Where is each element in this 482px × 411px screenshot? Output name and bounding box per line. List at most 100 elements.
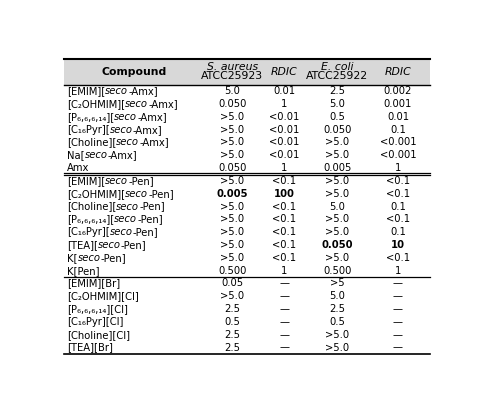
Text: 10: 10: [391, 240, 405, 250]
Text: -Pen]: -Pen]: [139, 201, 165, 212]
Text: 2.5: 2.5: [224, 342, 240, 353]
Text: <0.1: <0.1: [386, 176, 410, 186]
Text: —: —: [393, 291, 403, 301]
Text: >5.0: >5.0: [220, 291, 244, 301]
Text: >5.0: >5.0: [220, 137, 244, 148]
Text: —: —: [280, 342, 289, 353]
Text: >5.0: >5.0: [325, 342, 349, 353]
Text: 1: 1: [281, 99, 288, 109]
Text: >5.0: >5.0: [325, 150, 349, 160]
Text: 0.001: 0.001: [384, 99, 412, 109]
Text: 0.050: 0.050: [321, 240, 353, 250]
Text: -Pen]: -Pen]: [121, 240, 147, 250]
Text: -Amx]: -Amx]: [148, 99, 178, 109]
Text: >5.0: >5.0: [325, 227, 349, 237]
Text: <0.1: <0.1: [386, 189, 410, 199]
Text: K[: K[: [67, 253, 78, 263]
Text: 2.5: 2.5: [224, 304, 240, 314]
Text: [C₂OHMIM][Cl]: [C₂OHMIM][Cl]: [67, 291, 139, 301]
Text: 0.5: 0.5: [224, 317, 240, 327]
Text: >5.0: >5.0: [220, 150, 244, 160]
Text: —: —: [280, 330, 289, 340]
Text: -Amx]: -Amx]: [137, 112, 167, 122]
Text: >5.0: >5.0: [325, 253, 349, 263]
Text: <0.1: <0.1: [386, 253, 410, 263]
Text: [Choline][: [Choline][: [67, 137, 116, 148]
Text: -Amx]: -Amx]: [128, 86, 158, 96]
Text: 0.050: 0.050: [218, 99, 246, 109]
Text: RDIC: RDIC: [385, 67, 411, 77]
Text: 5.0: 5.0: [329, 291, 345, 301]
Text: 1: 1: [281, 266, 288, 276]
Text: —: —: [280, 291, 289, 301]
Text: >5.0: >5.0: [220, 215, 244, 224]
Text: seco: seco: [114, 112, 137, 122]
Text: 0.1: 0.1: [390, 201, 406, 212]
Text: 0.500: 0.500: [218, 266, 246, 276]
Text: -Pen]: -Pen]: [148, 189, 174, 199]
Text: 5.0: 5.0: [329, 201, 345, 212]
Text: -Amx]: -Amx]: [133, 125, 162, 135]
Text: [TEA][Br]: [TEA][Br]: [67, 342, 113, 353]
Text: <0.001: <0.001: [380, 150, 416, 160]
Text: —: —: [393, 330, 403, 340]
Text: seco: seco: [116, 137, 139, 148]
Text: <0.1: <0.1: [272, 240, 296, 250]
Text: [EMIM][: [EMIM][: [67, 176, 105, 186]
Text: >5.0: >5.0: [220, 253, 244, 263]
Text: >5.0: >5.0: [325, 176, 349, 186]
Text: <0.01: <0.01: [269, 150, 300, 160]
Text: >5.0: >5.0: [325, 189, 349, 199]
Text: 5.0: 5.0: [224, 86, 240, 96]
Text: 0.05: 0.05: [221, 278, 243, 289]
Text: [P₆,₆,₆,₁₄][: [P₆,₆,₆,₁₄][: [67, 215, 114, 224]
Text: <0.1: <0.1: [272, 253, 296, 263]
Text: 0.050: 0.050: [323, 125, 351, 135]
Text: <0.01: <0.01: [269, 137, 300, 148]
Text: Amx: Amx: [67, 163, 89, 173]
Text: seco: seco: [105, 86, 128, 96]
Text: ATCC25922: ATCC25922: [306, 72, 368, 81]
Text: seco: seco: [114, 215, 137, 224]
Text: 2.5: 2.5: [224, 330, 240, 340]
Text: —: —: [280, 304, 289, 314]
Text: seco: seco: [78, 253, 100, 263]
Text: Compound: Compound: [101, 67, 167, 77]
Text: <0.1: <0.1: [272, 215, 296, 224]
Text: <0.1: <0.1: [272, 176, 296, 186]
Text: [EMIM][Br]: [EMIM][Br]: [67, 278, 120, 289]
Text: >5.0: >5.0: [220, 201, 244, 212]
Text: 1: 1: [281, 163, 288, 173]
Text: >5.0: >5.0: [325, 215, 349, 224]
Text: 5.0: 5.0: [329, 99, 345, 109]
Text: [Choline][Cl]: [Choline][Cl]: [67, 330, 130, 340]
Text: 1: 1: [395, 163, 401, 173]
Text: <0.01: <0.01: [269, 112, 300, 122]
Text: —: —: [280, 278, 289, 289]
Text: [C₂OHMIM][: [C₂OHMIM][: [67, 189, 125, 199]
Text: [TEA][: [TEA][: [67, 240, 98, 250]
Text: [P₆,₆,₆,₁₄][: [P₆,₆,₆,₁₄][: [67, 112, 114, 122]
Text: -Pen]: -Pen]: [133, 227, 159, 237]
Text: >5.0: >5.0: [220, 176, 244, 186]
Text: K[Pen]: K[Pen]: [67, 266, 99, 276]
Text: 0.1: 0.1: [390, 227, 406, 237]
Text: [Choline][: [Choline][: [67, 201, 116, 212]
Text: E. coli: E. coli: [321, 62, 353, 72]
Text: 2.5: 2.5: [329, 86, 345, 96]
Text: <0.001: <0.001: [380, 137, 416, 148]
Text: seco: seco: [85, 150, 107, 160]
Text: —: —: [280, 317, 289, 327]
Bar: [64, 59, 430, 85]
Text: 0.002: 0.002: [384, 86, 412, 96]
Text: [EMIM][: [EMIM][: [67, 86, 105, 96]
Text: >5: >5: [330, 278, 345, 289]
Text: —: —: [393, 278, 403, 289]
Text: [C₁₆Pyr][: [C₁₆Pyr][: [67, 227, 110, 237]
Text: Na[: Na[: [67, 150, 85, 160]
Text: 0.005: 0.005: [216, 189, 248, 199]
Text: seco: seco: [110, 125, 133, 135]
Text: -Pen]: -Pen]: [100, 253, 126, 263]
Text: <0.01: <0.01: [269, 125, 300, 135]
Text: -Amx]: -Amx]: [139, 137, 169, 148]
